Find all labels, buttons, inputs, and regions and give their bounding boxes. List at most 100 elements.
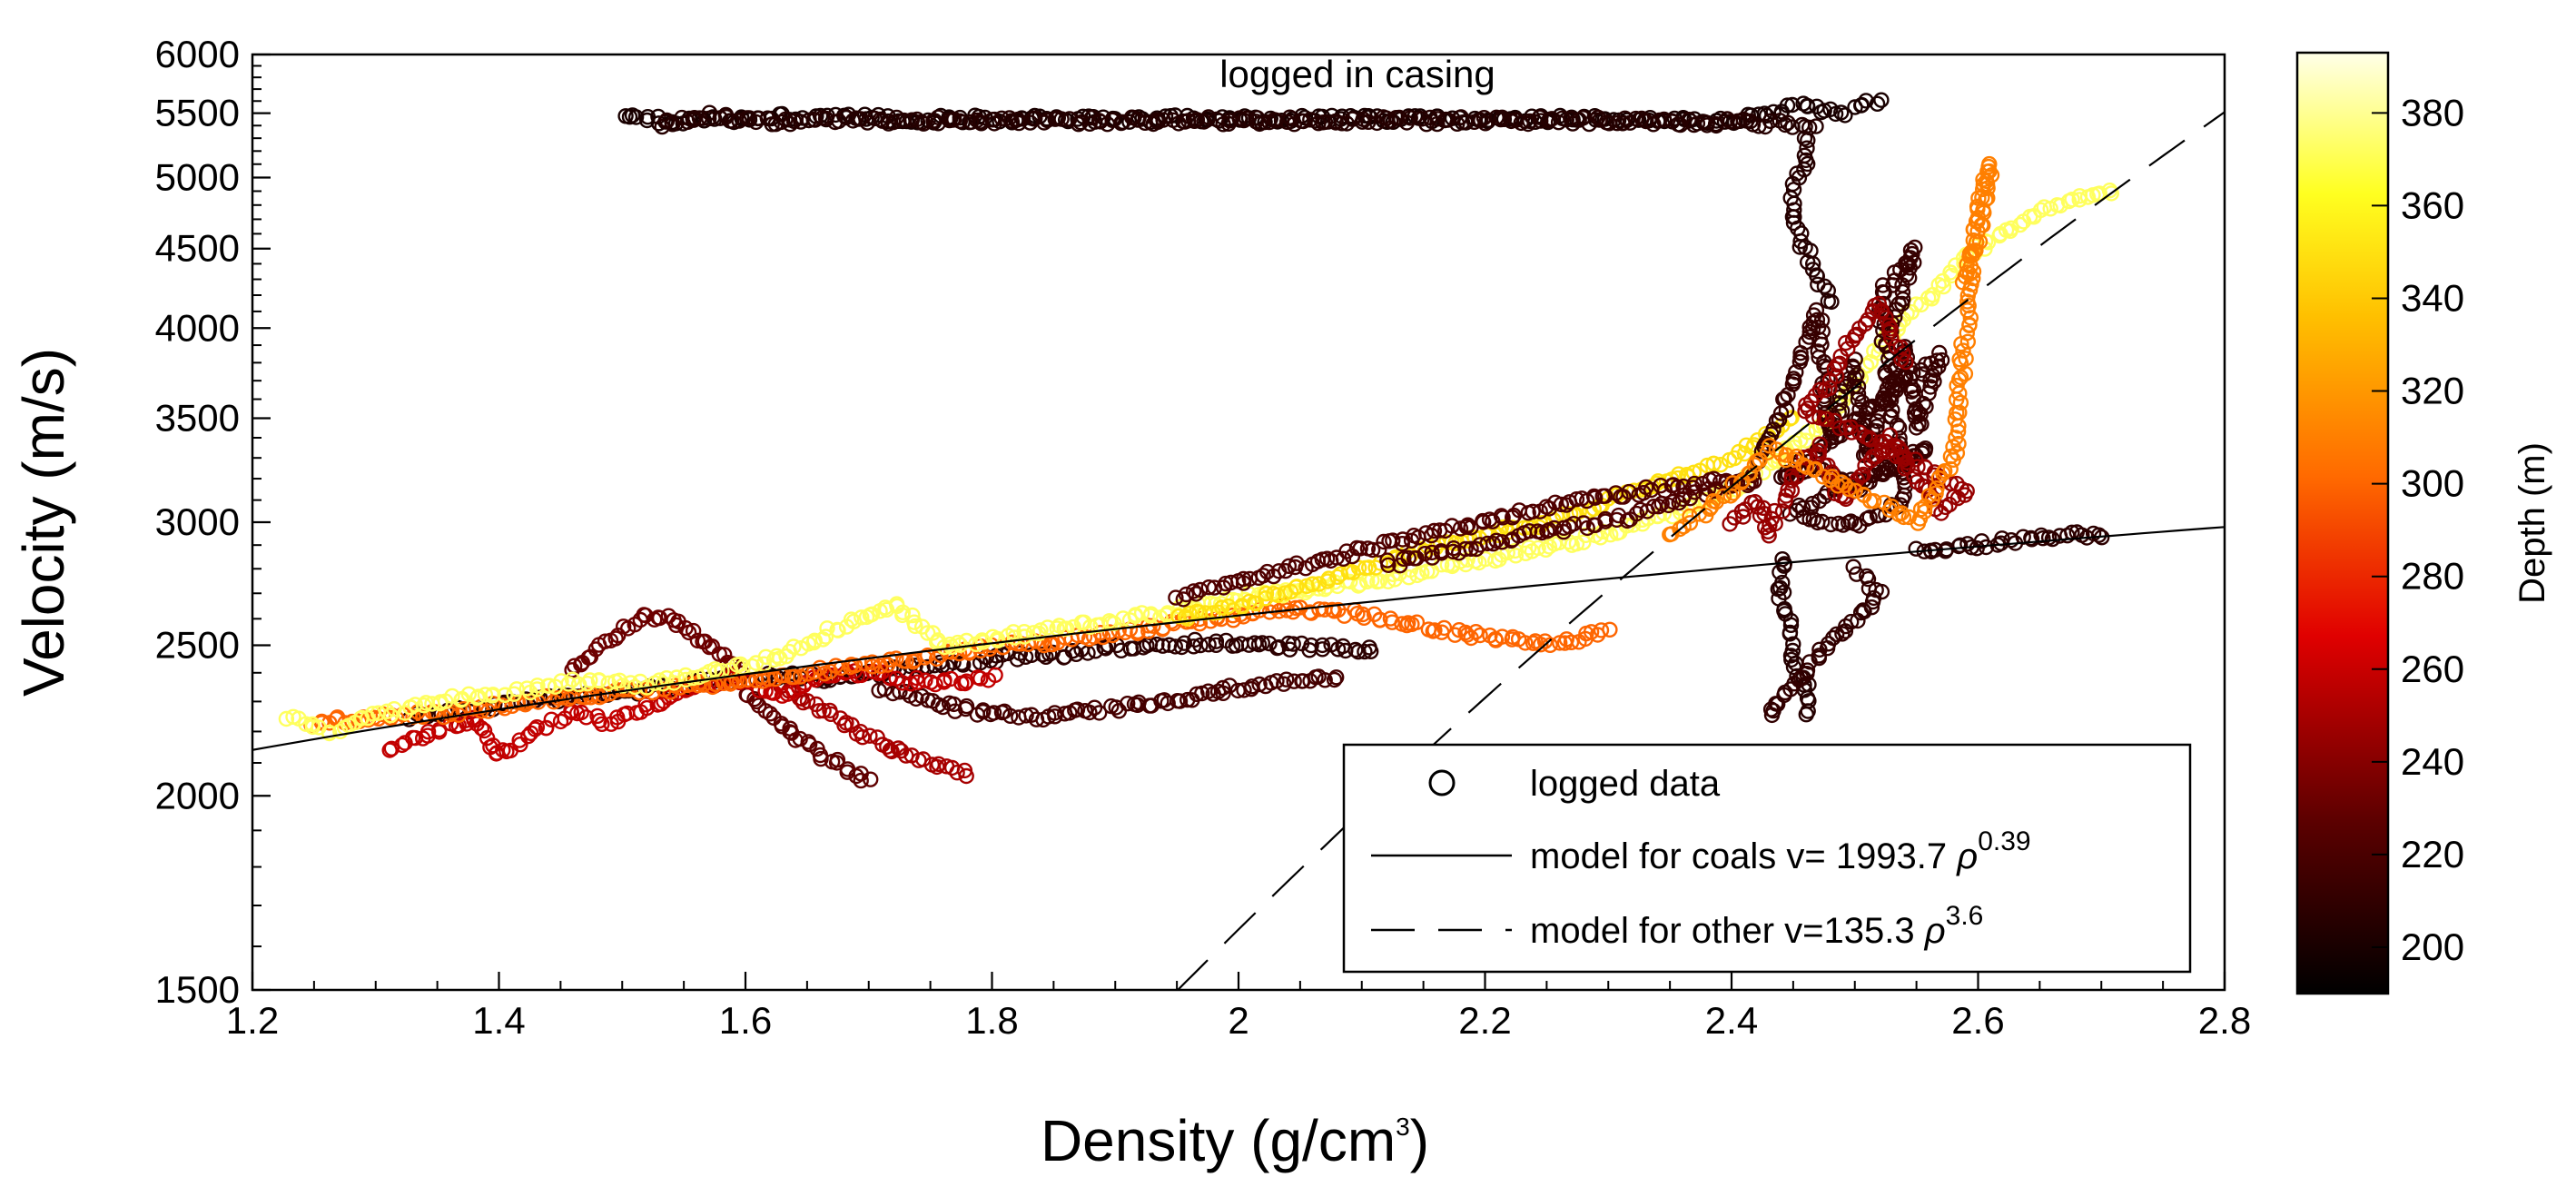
colorbar-tick-label: 280 (2401, 555, 2464, 598)
data-point (1837, 107, 1853, 124)
data-point (1798, 707, 1815, 723)
data-point (894, 675, 911, 691)
data-point (928, 650, 945, 668)
data-point (973, 632, 991, 648)
data-point (853, 772, 869, 789)
legend-label-logged-data: logged data (1530, 764, 1721, 804)
data-point (1860, 570, 1877, 588)
data-point (1047, 708, 1063, 725)
data-point (1371, 541, 1387, 558)
data-point (1350, 559, 1367, 576)
x-tick-label: 2.2 (1458, 999, 1511, 1042)
data-point (685, 622, 702, 639)
data-point (1798, 432, 1814, 449)
data-point (1208, 633, 1225, 649)
y-tick-label: 2000 (155, 774, 240, 816)
data-point (1850, 391, 1867, 408)
data-point (1951, 351, 1968, 368)
data-point (407, 697, 423, 713)
data-point (1071, 115, 1087, 133)
data-point (1880, 443, 1896, 460)
data-point (1119, 696, 1136, 712)
data-point (1467, 624, 1485, 640)
data-point (1115, 114, 1131, 131)
data-point (1285, 636, 1301, 652)
data-point (527, 721, 543, 737)
data-point (1235, 570, 1252, 588)
series-deep-cluster (1751, 239, 1950, 534)
data-point (1811, 381, 1829, 398)
data-point (1778, 401, 1795, 419)
data-point (1255, 568, 1271, 584)
data-point (1772, 564, 1788, 580)
data-point (1784, 96, 1801, 114)
data-point (1809, 268, 1826, 284)
data-point (1258, 586, 1275, 602)
data-point (864, 658, 881, 675)
data-point (854, 729, 871, 746)
y-axis-title: Velocity (m/s) (11, 348, 76, 697)
data-point (394, 737, 410, 754)
data-point (1106, 615, 1122, 632)
data-point (1280, 558, 1298, 574)
data-point (1830, 478, 1846, 494)
data-point (1436, 619, 1453, 637)
data-point (1732, 474, 1750, 491)
x-tick-label: 1.4 (472, 999, 525, 1042)
data-point (857, 656, 873, 672)
data-point (2003, 220, 2019, 237)
data-point (1459, 517, 1476, 533)
data-point (1450, 545, 1467, 561)
data-point (1627, 110, 1644, 127)
data-point (1602, 527, 1619, 543)
data-point (2071, 192, 2087, 208)
data-point (1761, 528, 1777, 544)
data-point (1979, 180, 1996, 196)
data-point (1475, 512, 1491, 529)
colorbar-tick-label: 300 (2401, 462, 2464, 505)
colorbar-gradient (2295, 51, 2390, 995)
data-point (2064, 191, 2080, 208)
series-deep-dots-down (1770, 551, 1817, 723)
data-point (1912, 501, 1930, 518)
colorbar: 200 220 240 260 280 300 320 340 360 380 Depth (m) (2295, 51, 2552, 995)
data-point (701, 110, 717, 127)
legend-label-other: model for other v=135.3 ρ3.6 (1530, 901, 1983, 951)
data-point (1766, 502, 1783, 519)
data-point (864, 606, 881, 622)
data-point (2090, 527, 2107, 543)
data-point (1148, 112, 1165, 129)
data-point (1003, 113, 1020, 129)
x-axis-title: Density (g/cm3) (1041, 1108, 1429, 1173)
legend-label-coals: model for coals v= 1993.7 ρ0.39 (1530, 826, 2031, 876)
data-point (1913, 416, 1930, 432)
data-point (1406, 550, 1423, 567)
data-point (1495, 509, 1511, 526)
data-point (419, 724, 437, 740)
legend-box (1342, 743, 2192, 974)
data-point (1335, 550, 1352, 567)
data-point (1820, 282, 1837, 299)
data-point (1522, 113, 1538, 130)
data-point (817, 628, 834, 645)
data-point (1959, 325, 1976, 341)
data-point (2032, 202, 2049, 219)
data-point (321, 724, 338, 741)
data-point (1954, 274, 1971, 291)
data-point (1838, 618, 1854, 635)
data-point (444, 688, 460, 705)
data-point (494, 697, 510, 714)
data-point (1385, 532, 1401, 549)
data-point (1160, 695, 1176, 712)
data-point (518, 680, 536, 697)
data-point (1774, 503, 1791, 519)
data-point (1788, 364, 1804, 381)
data-point (829, 621, 845, 638)
data-point (1314, 637, 1331, 654)
data-point (1903, 304, 1920, 321)
data-point (1962, 310, 1979, 326)
data-point (1811, 349, 1827, 366)
series-deep-dots-right (1762, 559, 1890, 724)
data-point (1786, 451, 1803, 468)
x-tick-label: 2.4 (1705, 999, 1758, 1042)
